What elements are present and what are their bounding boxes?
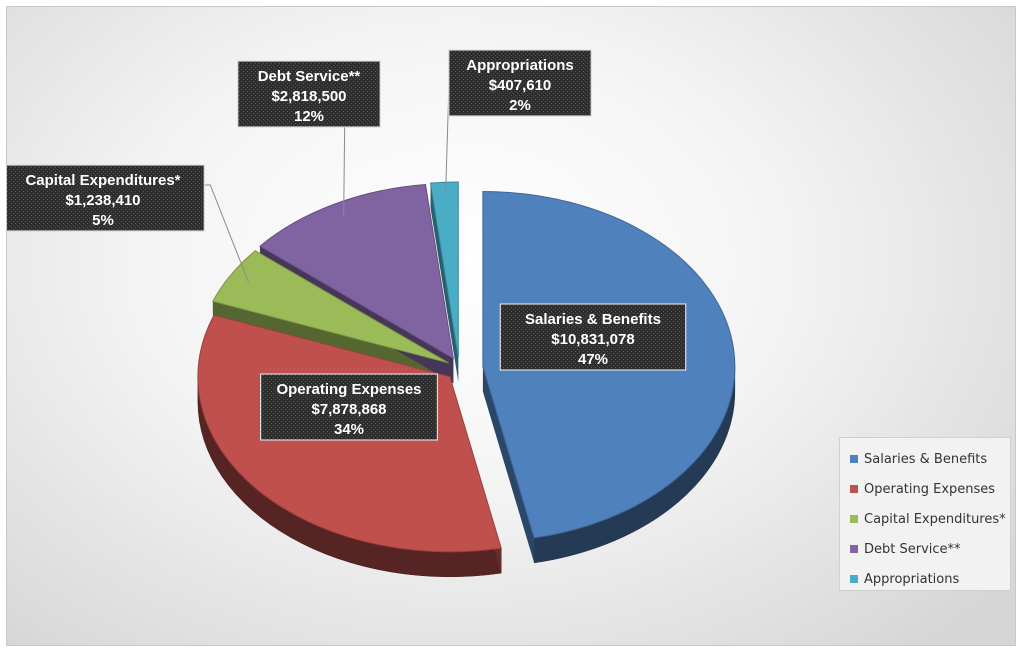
legend-label: Appropriations <box>864 571 960 587</box>
legend-swatch <box>850 485 858 493</box>
legend-label: Operating Expenses <box>864 481 996 497</box>
pie-slice-appropriations <box>429 181 459 358</box>
legend-label: Salaries & Benefits <box>864 451 988 467</box>
callout-percent: 34% <box>334 421 364 438</box>
callout-category: Capital Expenditures* <box>25 172 180 189</box>
callout-category: Debt Service** <box>258 68 361 85</box>
callout-percent: 5% <box>92 212 114 229</box>
pie-side-appropriations <box>430 183 459 383</box>
callout-percent: 47% <box>578 351 608 368</box>
legend-item-salaries-benefits: Salaries & Benefits <box>850 444 1010 474</box>
leader-line-capital-expenditures <box>204 184 249 282</box>
legend-item-appropriations: Appropriations <box>850 564 1010 594</box>
callout-category: Appropriations <box>466 57 574 74</box>
callout-percent: 12% <box>294 108 324 125</box>
callout-category: Operating Expenses <box>276 381 421 398</box>
leader-line-debt-service <box>343 127 346 217</box>
legend-item-capital-expenditures: Capital Expenditures* <box>850 504 1010 534</box>
callout-value: $2,818,500 <box>271 88 346 105</box>
legend-swatch <box>850 515 858 523</box>
callout-box <box>237 60 381 128</box>
chart-legend: Salaries & Benefits Operating Expenses Cap… <box>839 437 1011 591</box>
callout-box <box>448 49 592 117</box>
callout-value: $10,831,078 <box>551 331 634 348</box>
callout-salaries-benefits: Salaries & Benefits $10,831,078 47% <box>499 303 687 371</box>
legend-label: Capital Expenditures* <box>864 511 1006 527</box>
pie-slice-capital-expenditures <box>212 250 449 364</box>
callout-box <box>260 373 439 441</box>
callout-debt-service: Debt Service** $2,818,500 12% <box>237 60 381 128</box>
callout-category: Salaries & Benefits <box>525 311 661 328</box>
legend-swatch <box>850 545 858 553</box>
pie-chart: Salaries & Benefits $10,831,078 47% Operati… <box>7 49 736 578</box>
callout-value: $407,610 <box>489 77 552 94</box>
legend-label: Debt Service** <box>864 541 961 557</box>
callout-percent: 2% <box>509 97 531 114</box>
legend-item-operating-expenses: Operating Expenses <box>850 474 1010 504</box>
callout-value: $7,878,868 <box>311 401 386 418</box>
callout-box <box>499 303 687 371</box>
callout-capital-expenditures: Capital Expenditures* $1,238,410 5% <box>7 164 205 232</box>
legend-swatch <box>850 455 858 463</box>
callout-value: $1,238,410 <box>65 192 140 209</box>
callout-appropriations: Appropriations $407,610 2% <box>448 49 592 117</box>
legend-swatch <box>850 575 858 583</box>
callout-operating-expenses: Operating Expenses $7,878,868 34% <box>260 373 439 441</box>
pie-slice-debt-service <box>259 183 454 360</box>
chart-area: Salaries & Benefits $10,831,078 47% Operati… <box>6 6 1016 646</box>
callout-box <box>7 164 205 232</box>
legend-item-debt-service: Debt Service** <box>850 534 1010 564</box>
